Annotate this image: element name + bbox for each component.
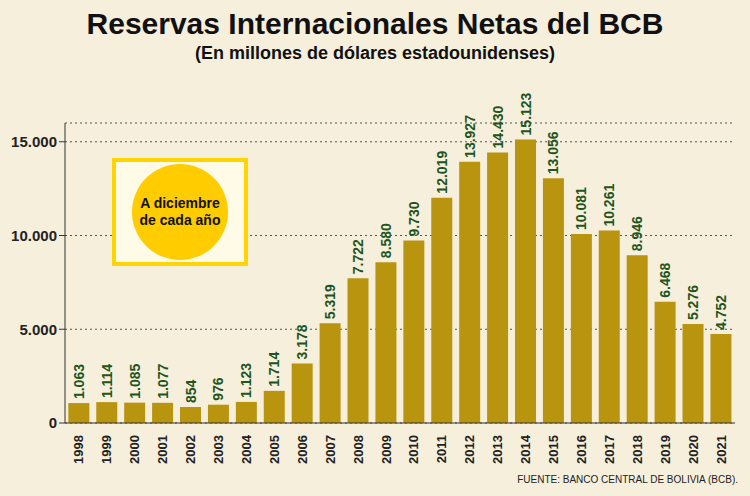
svg-text:15.123: 15.123 xyxy=(518,92,534,135)
svg-text:1.077: 1.077 xyxy=(155,364,171,399)
svg-text:1.114: 1.114 xyxy=(99,364,115,398)
svg-text:2007: 2007 xyxy=(323,435,338,464)
svg-text:2000: 2000 xyxy=(127,435,142,464)
svg-text:1.063: 1.063 xyxy=(71,364,87,399)
svg-text:2004: 2004 xyxy=(239,434,254,464)
svg-text:2002: 2002 xyxy=(183,435,198,464)
html-text:FUENTE: BANCO CENTRAL DE BOLIV: FUENTE: BANCO CENTRAL DE BOLIVIA (BCB). xyxy=(517,474,738,485)
svg-text:2019: 2019 xyxy=(658,435,673,464)
svg-text:2005: 2005 xyxy=(267,435,282,464)
svg-text:2008: 2008 xyxy=(351,435,366,464)
svg-text:2003: 2003 xyxy=(211,435,226,464)
svg-text:2020: 2020 xyxy=(686,435,701,464)
html-text:(En millones de dólares estado: (En millones de dólares estadounidenses) xyxy=(195,43,555,63)
svg-text:5.319: 5.319 xyxy=(322,284,338,319)
svg-text:976: 976 xyxy=(210,377,226,401)
svg-text:1999: 1999 xyxy=(99,435,114,464)
svg-text:1998: 1998 xyxy=(71,435,86,464)
svg-text:5.276: 5.276 xyxy=(685,285,701,320)
svg-text:2010: 2010 xyxy=(406,435,421,464)
svg-text:14.430: 14.430 xyxy=(490,105,506,148)
svg-text:2021: 2021 xyxy=(714,435,729,464)
svg-text:7.722: 7.722 xyxy=(350,239,366,274)
svg-text:6.468: 6.468 xyxy=(657,262,673,297)
svg-text:2001: 2001 xyxy=(155,435,170,464)
svg-text:2018: 2018 xyxy=(630,435,645,464)
svg-text:2015: 2015 xyxy=(546,435,561,464)
svg-text:4.752: 4.752 xyxy=(713,295,729,330)
svg-text:8.946: 8.946 xyxy=(629,216,645,251)
svg-text:2006: 2006 xyxy=(295,435,310,464)
svg-text:8.580: 8.580 xyxy=(378,223,394,258)
svg-text:13.056: 13.056 xyxy=(545,131,561,174)
svg-text:854: 854 xyxy=(183,379,199,403)
svg-text:13.927: 13.927 xyxy=(462,115,478,158)
svg-text:2009: 2009 xyxy=(379,435,394,464)
svg-text:0: 0 xyxy=(49,414,57,431)
svg-text:2014: 2014 xyxy=(518,434,533,464)
svg-text:10.081: 10.081 xyxy=(573,187,589,230)
svg-text:3.178: 3.178 xyxy=(294,324,310,359)
svg-text:10.000: 10.000 xyxy=(11,227,57,244)
svg-text:2012: 2012 xyxy=(462,435,477,464)
svg-text:12.019: 12.019 xyxy=(434,151,450,194)
html-text:A diciembre de cada año: A diciembre de cada año xyxy=(139,195,221,228)
svg-text:2013: 2013 xyxy=(490,435,505,464)
html-text:Reservas Internacionales Netas: Reservas Internacionales Netas del BCB xyxy=(86,7,664,40)
svg-text:1.123: 1.123 xyxy=(238,363,254,398)
svg-text:5.000: 5.000 xyxy=(19,321,57,338)
svg-text:2011: 2011 xyxy=(434,435,449,463)
svg-text:1.085: 1.085 xyxy=(127,363,143,398)
svg-text:15.000: 15.000 xyxy=(11,133,57,150)
svg-text:1.714: 1.714 xyxy=(266,352,282,387)
svg-text:9.730: 9.730 xyxy=(406,201,422,236)
svg-text:2017: 2017 xyxy=(602,435,617,464)
svg-text:10.261: 10.261 xyxy=(601,184,617,227)
svg-text:2016: 2016 xyxy=(574,435,589,464)
